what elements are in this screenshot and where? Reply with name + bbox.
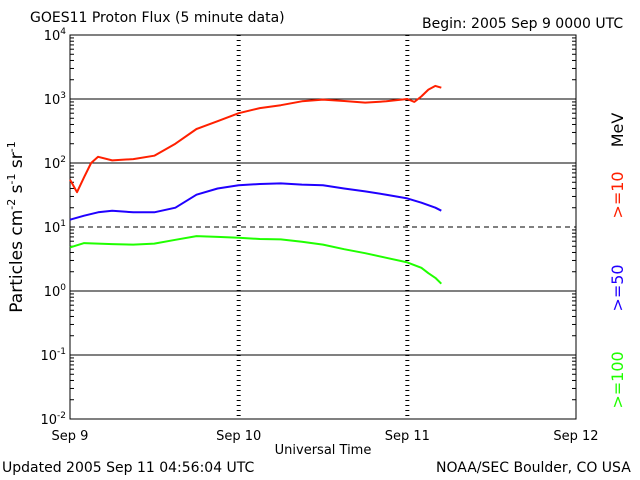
y-axis-label: Particles cm-2 s-1 sr-1 <box>5 141 27 312</box>
y-tick-label: 103 <box>44 91 66 108</box>
y-tick-label: 101 <box>44 219 66 236</box>
series-line <box>69 235 443 285</box>
y-tick-label: 10-1 <box>40 347 66 364</box>
begin-time: Begin: 2005 Sep 9 0000 UTC <box>422 16 624 32</box>
x-tick-label: Sep 9 <box>52 429 89 444</box>
series-line <box>69 84 442 194</box>
credit: NOAA/SEC Boulder, CO USA <box>436 460 631 476</box>
legend-entry: >=50 <box>608 264 627 311</box>
x-axis-label: Universal Time <box>275 443 372 458</box>
series-line <box>69 182 442 221</box>
chart-title: GOES11 Proton Flux (5 minute data) <box>30 10 285 26</box>
y-tick-label: 100 <box>44 283 67 300</box>
y-tick-label: 10-2 <box>40 411 66 428</box>
legend-entry: >=10 <box>608 171 627 218</box>
x-tick-label: Sep 10 <box>216 429 261 444</box>
updated-time: Updated 2005 Sep 11 04:56:04 UTC <box>2 460 255 476</box>
x-tick-label: Sep 11 <box>385 429 430 444</box>
legend-entry: >=100 <box>608 351 627 408</box>
x-tick-label: Sep 12 <box>553 429 598 444</box>
y-tick-label: 104 <box>44 27 67 44</box>
units-label: MeV <box>608 113 627 148</box>
y-tick-label: 102 <box>44 155 66 172</box>
